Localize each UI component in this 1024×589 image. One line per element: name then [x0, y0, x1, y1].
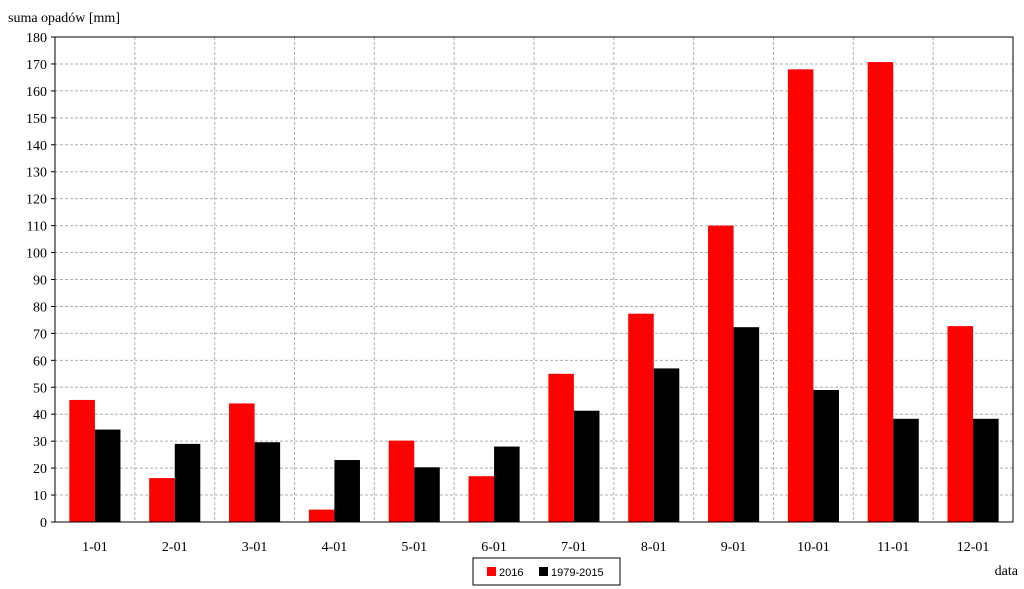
bar-2016-8-01: [628, 313, 654, 522]
bar-2016-4-01: [308, 509, 335, 522]
y-tick-label: 70: [33, 327, 47, 342]
y-tick-label: 120: [26, 193, 47, 208]
grid: [55, 36, 1013, 522]
y-tick-label: 20: [33, 462, 47, 477]
y-tick-label: 130: [26, 166, 47, 181]
axes: 0 10 20 30 40 50 60 70 80 90 100 110 120 130 140 150 160…: [26, 31, 1014, 555]
legend-label: 2016: [499, 567, 523, 579]
x-tick-label: 2-01: [162, 540, 188, 555]
legend-box: [472, 557, 621, 586]
bar-2016-10-01: [787, 69, 814, 522]
legend-label: 1979-2015: [551, 567, 604, 579]
x-tick-label: 9-01: [721, 540, 747, 555]
y-tick-label: 170: [26, 58, 47, 73]
bar-2016-3-01: [229, 403, 255, 522]
bars: [69, 62, 999, 522]
y-tick-label: 10: [33, 489, 47, 504]
bar-1979-2015-5-01: [414, 467, 440, 522]
bar-2016-5-01: [388, 440, 415, 522]
x-tick-label: 1-01: [82, 540, 108, 555]
bar-1979-2015-7-01: [573, 410, 600, 522]
y-tick-label: 40: [33, 408, 47, 423]
y-tick-label: 60: [33, 354, 47, 369]
y-tick-label: 50: [33, 381, 47, 396]
y-tick-label: 180: [26, 31, 47, 46]
bar-1979-2015-1-01: [94, 429, 121, 522]
x-tick-label: 8-01: [641, 540, 667, 555]
bar-1979-2015-4-01: [334, 460, 360, 522]
y-tick-label: 150: [26, 112, 47, 127]
y-tick-label: 160: [26, 85, 47, 100]
bar-2016-6-01: [468, 476, 495, 522]
bar-1979-2015-12-01: [973, 418, 999, 522]
x-tick-label: 4-01: [322, 540, 348, 555]
y-axis-label: suma opadów [mm]: [8, 11, 120, 26]
bar-1979-2015-9-01: [733, 327, 760, 522]
bar-2016-1-01: [69, 399, 95, 522]
x-tick-label: 3-01: [242, 540, 268, 555]
x-tick-label: 6-01: [481, 540, 507, 555]
y-tick-label: 0: [40, 516, 47, 531]
bar-2016-11-01: [867, 62, 894, 522]
y-tick-label: 30: [33, 435, 47, 450]
y-tick-label: 110: [27, 220, 47, 235]
bar-1979-2015-6-01: [494, 446, 520, 522]
legend-swatch-2016: [487, 567, 496, 576]
legend: 2016 1979-2015: [472, 557, 621, 586]
bar-1979-2015-2-01: [174, 443, 201, 522]
bar-2016-7-01: [548, 373, 574, 522]
y-tick-label: 140: [26, 139, 47, 154]
bar-2016-12-01: [947, 326, 974, 522]
bar-2016-9-01: [708, 225, 734, 522]
x-tick-label: 7-01: [561, 540, 587, 555]
y-tick-label: 90: [33, 274, 47, 289]
bar-1979-2015-10-01: [813, 389, 839, 522]
x-axis-label: data: [995, 564, 1019, 579]
bar-2016-2-01: [149, 478, 175, 522]
x-tick-label: 10-01: [797, 540, 830, 555]
x-tick-label: 11-01: [877, 540, 909, 555]
x-tick-label: 12-01: [957, 540, 990, 555]
bar-1979-2015-8-01: [653, 368, 680, 522]
legend-swatch-1979-2015: [539, 567, 548, 576]
y-tick-label: 80: [33, 300, 47, 315]
bar-1979-2015-3-01: [254, 442, 281, 522]
y-tick-label: 100: [26, 247, 47, 262]
bar-1979-2015-11-01: [893, 418, 919, 522]
x-tick-label: 5-01: [401, 540, 427, 555]
